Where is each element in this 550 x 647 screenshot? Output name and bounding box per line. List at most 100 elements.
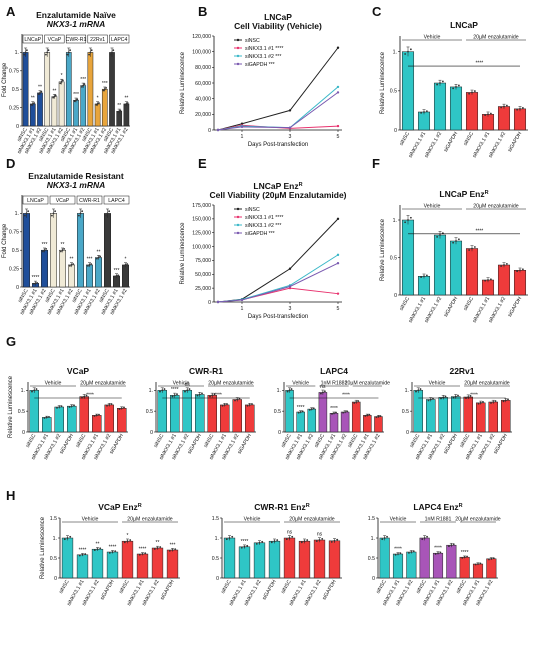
bar	[463, 396, 473, 433]
data-point	[223, 404, 226, 406]
data-point	[427, 399, 430, 402]
data-point	[68, 264, 71, 267]
data-point	[36, 281, 39, 284]
bar	[432, 552, 444, 579]
y-tick-label: 1.	[21, 388, 25, 394]
legend-marker	[236, 62, 240, 66]
bar	[91, 548, 104, 579]
data-point	[308, 408, 311, 411]
x-tick-label: siNSC	[153, 433, 166, 449]
bar	[106, 551, 119, 579]
data-point	[276, 539, 279, 541]
data-point	[79, 212, 82, 215]
y-tick-label: 0	[208, 300, 211, 306]
x-tick-label: 5	[337, 306, 340, 312]
data-point	[211, 394, 214, 397]
data-point	[112, 49, 115, 52]
data-point	[43, 417, 46, 419]
bar	[433, 82, 447, 131]
x-tick-label: siGAPDH	[507, 296, 523, 318]
data-point	[213, 393, 216, 396]
data-point	[423, 111, 425, 113]
data-point	[61, 79, 64, 82]
chart-title: LAPC4	[320, 366, 348, 376]
data-point	[81, 553, 84, 556]
bar	[313, 539, 326, 579]
data-point	[30, 103, 33, 106]
x-tick-label: siNSC	[58, 579, 71, 595]
data-point	[321, 537, 324, 540]
bar	[95, 257, 102, 288]
data-point	[437, 552, 439, 555]
legend-marker	[236, 38, 240, 42]
panel-letters: A B C D E F G H	[6, 4, 382, 503]
significance-bracket-label: ****	[475, 61, 483, 67]
data-point	[426, 535, 428, 538]
series-point	[216, 128, 220, 132]
data-point	[412, 550, 415, 553]
data-point	[70, 405, 73, 408]
title-superscript: R	[459, 503, 463, 509]
bar	[351, 401, 361, 433]
data-point	[82, 84, 85, 87]
data-point	[255, 542, 258, 545]
group-label: Vehicle	[424, 35, 441, 41]
data-point	[89, 51, 92, 54]
bar	[459, 556, 470, 579]
y-tick-label: 0.5	[50, 556, 57, 562]
data-point	[126, 102, 129, 104]
group-label: 20µM enzalutamide	[127, 517, 172, 523]
series-line	[217, 262, 339, 303]
significance-mark: ***	[170, 542, 176, 548]
data-point	[297, 411, 300, 414]
y-tick-label: 100,000	[192, 49, 211, 55]
data-point	[455, 240, 457, 242]
data-point	[88, 264, 91, 266]
bar	[245, 404, 255, 433]
y-tick-label: 1.	[393, 218, 397, 224]
data-point	[353, 402, 356, 404]
data-point	[450, 544, 453, 547]
data-point	[99, 547, 102, 550]
data-point	[342, 411, 345, 414]
series-line	[217, 254, 339, 303]
y-axis-label: Relative Luminescence	[180, 222, 186, 285]
group-label: Vehicle	[429, 381, 446, 387]
data-point	[448, 545, 450, 548]
data-point	[173, 394, 176, 397]
bar	[104, 404, 114, 433]
data-point	[86, 264, 89, 267]
bar	[22, 52, 29, 127]
significance-mark: ****	[32, 275, 40, 281]
y-tick-label: 0.5	[18, 409, 25, 415]
significance-mark: *	[61, 73, 63, 79]
data-point	[434, 553, 437, 555]
x-axis-label: Days Post-transfection	[248, 142, 308, 148]
bar	[136, 553, 149, 579]
data-point	[243, 545, 246, 548]
data-point	[301, 410, 304, 413]
series-point	[336, 124, 340, 128]
y-tick-label: 0.75	[9, 69, 19, 75]
data-point	[168, 550, 171, 552]
x-tick-label: 1	[241, 306, 244, 312]
panel-letter-h: H	[6, 488, 15, 503]
legend-marker	[236, 223, 240, 227]
data-point	[53, 95, 56, 98]
data-point	[423, 537, 426, 539]
data-point	[234, 399, 236, 402]
x-tick-label: 3	[289, 134, 292, 140]
data-point	[106, 212, 109, 215]
significance-mark: ****	[79, 547, 87, 553]
significance-mark: **	[31, 96, 35, 102]
data-point	[368, 413, 371, 416]
y-axis-label: Fold Change	[2, 62, 8, 97]
data-point	[123, 541, 126, 544]
data-point	[105, 87, 107, 89]
data-point	[225, 538, 228, 541]
data-point	[126, 540, 129, 543]
data-point	[397, 553, 399, 555]
bar	[486, 558, 497, 579]
